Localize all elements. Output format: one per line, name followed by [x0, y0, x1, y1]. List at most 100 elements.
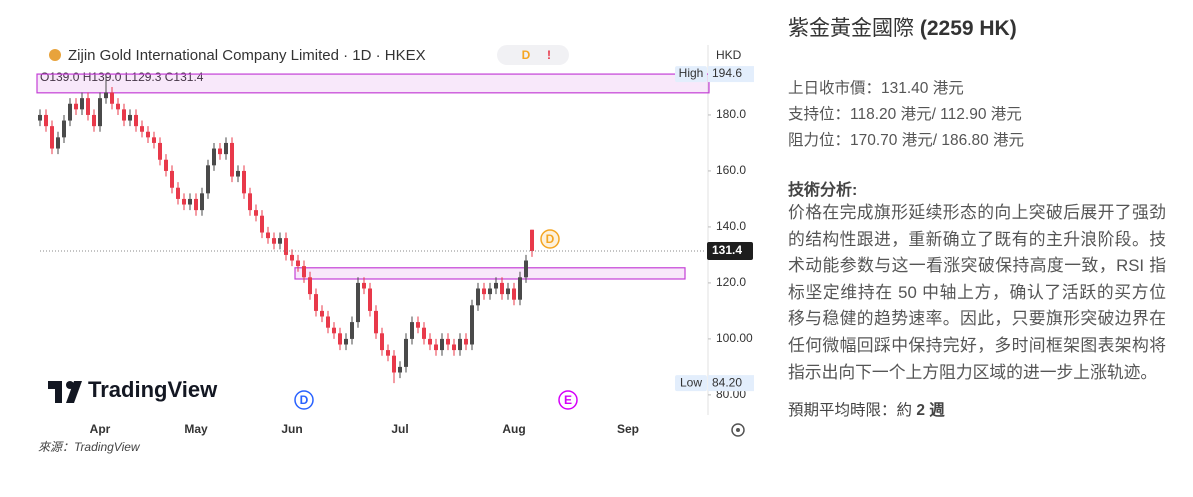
candle-body	[242, 170, 246, 194]
zone	[294, 267, 686, 280]
candle-body	[188, 198, 192, 205]
candle-body	[146, 131, 150, 138]
candle-body	[488, 288, 492, 295]
candle-body	[158, 142, 162, 160]
candle-body	[464, 338, 468, 345]
candle-body	[116, 103, 120, 110]
zone	[36, 73, 710, 94]
candle-body	[194, 198, 198, 211]
candle-body	[74, 103, 78, 110]
event-label: E	[564, 393, 572, 407]
candle-body	[122, 109, 126, 121]
x-tick-label: Aug	[502, 422, 525, 436]
x-tick-label: Sep	[617, 422, 639, 436]
candle-body	[500, 282, 504, 295]
logo-text: TradingView	[88, 377, 218, 402]
candle-body	[452, 344, 456, 351]
source: 來源：TradingView	[38, 440, 141, 454]
candle-body	[386, 350, 390, 356]
candle-body	[284, 238, 288, 255]
event-label: D	[300, 393, 309, 407]
candle-body	[140, 126, 144, 132]
candle-body	[482, 288, 486, 295]
candle-body	[92, 114, 96, 127]
horizon-value: 2	[916, 402, 925, 420]
candle-body	[254, 210, 258, 216]
candle-body	[98, 98, 102, 127]
candle-body	[398, 366, 402, 373]
horizon: 預期平均時限：約 2 週	[788, 398, 1166, 420]
candle-body	[236, 170, 240, 177]
candle-body	[200, 193, 204, 211]
horizon-label: 預期平均時限：約	[788, 402, 913, 420]
event-label: D	[546, 232, 555, 246]
candle-body	[212, 148, 216, 166]
x-tick-label: Jun	[281, 422, 302, 436]
badge: D	[522, 48, 531, 62]
y-tick-label: 160.0	[716, 163, 746, 177]
currency: HKD	[716, 48, 742, 62]
candle-body	[446, 338, 450, 345]
candle-body	[206, 165, 210, 194]
candle-body	[152, 137, 156, 143]
x-tick-label: May	[184, 422, 208, 436]
candle-body	[128, 114, 132, 121]
candle-body	[260, 215, 264, 233]
candle-body	[320, 310, 324, 317]
candle-body	[110, 92, 114, 104]
candle-body	[458, 338, 462, 351]
marker-tag	[675, 66, 707, 83]
candle-body	[134, 114, 138, 127]
candle-body	[476, 288, 480, 306]
stock-name: 紫金黃金國際	[788, 17, 914, 40]
badge-bg	[497, 45, 569, 65]
settings-icon[interactable]	[731, 423, 745, 437]
candle-body	[38, 114, 42, 121]
candle-body	[56, 137, 60, 149]
candle-body	[182, 198, 186, 205]
candle-body	[380, 333, 384, 351]
y-tick-label: 180.0	[716, 107, 746, 121]
analysis-heading: 技術分析:	[788, 182, 858, 199]
tv-logo: TradingView	[48, 377, 218, 403]
fact: 上日收市價：131.40 港元	[788, 80, 964, 97]
candle-body	[524, 260, 528, 278]
x-tick-label: Apr	[90, 422, 111, 436]
candle-body	[176, 187, 180, 199]
candle-body	[422, 327, 426, 339]
candle-body	[518, 277, 522, 300]
sidebar: 紫金黃金國際 (2259 HK) 上日收市價：131.40 港元 支持位：118…	[788, 12, 1166, 420]
candle-body	[290, 254, 294, 261]
candle-body	[494, 282, 498, 289]
x-tick-label: Jul	[391, 422, 408, 436]
fact: 阻力位：170.70 港元/ 186.80 港元	[788, 132, 1025, 149]
candle-body	[332, 327, 336, 334]
candle-body	[326, 316, 330, 328]
candle-body	[308, 277, 312, 295]
candle-body	[248, 193, 252, 211]
candle-body	[470, 305, 474, 345]
marker-value: 194.6	[712, 66, 742, 80]
candle-body	[362, 282, 366, 289]
y-tick-label: 120.0	[716, 275, 746, 289]
badge: !	[547, 48, 551, 62]
stock-code: (2259 HK)	[919, 17, 1017, 40]
candle-body	[314, 294, 318, 311]
analysis: 价格在完成旗形延续形态的向上突破后展开了强劲的结构性跟进，重新确立了既有的主升浪…	[788, 203, 1166, 382]
marker-value-bg	[708, 375, 754, 392]
marker-label: Low	[680, 375, 702, 389]
candle-body	[356, 282, 360, 323]
candle-body	[440, 338, 444, 351]
candle-body	[224, 142, 228, 155]
candle-body	[104, 92, 108, 99]
candle-body	[392, 355, 396, 373]
event-badge	[294, 390, 314, 410]
candle-body	[50, 126, 54, 149]
marker-value-bg	[708, 66, 754, 83]
candle-body	[68, 103, 72, 121]
candle-body	[272, 238, 276, 244]
candle-body	[428, 338, 432, 345]
chart: Zijin Gold International Company Limited…	[36, 45, 754, 454]
event-badge	[540, 229, 560, 249]
